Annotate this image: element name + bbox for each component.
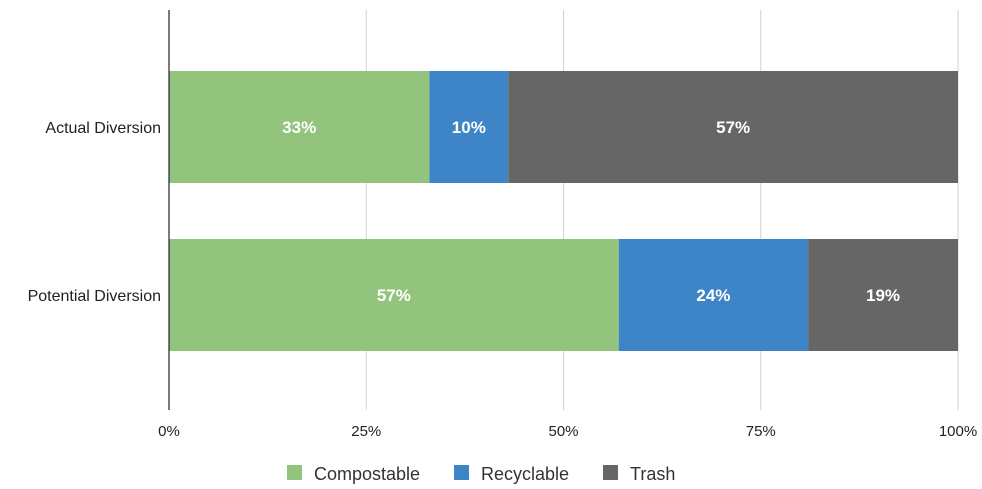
x-tick-label: 25%: [351, 423, 381, 440]
bar-segment-trash: [508, 71, 958, 183]
x-tick-label: 0%: [158, 423, 180, 440]
legend-swatch-compostable: [287, 465, 302, 480]
bar-segment-compostable: [169, 239, 619, 351]
data-label: 10%: [452, 118, 486, 137]
category-label: Actual Diversion: [45, 120, 161, 137]
bar-segment-recyclable: [618, 239, 809, 351]
data-label: 57%: [377, 286, 411, 305]
data-label: 24%: [696, 286, 730, 305]
bar-segment-compostable: [169, 71, 430, 183]
category-label: Potential Diversion: [28, 288, 161, 305]
x-tick-label: 75%: [746, 423, 776, 440]
bar-segment-recyclable: [429, 71, 509, 183]
data-label: 57%: [716, 118, 750, 137]
x-tick-label: 50%: [548, 423, 578, 440]
legend-label-recyclable: Recyclable: [481, 464, 569, 484]
bar-segment-trash: [808, 239, 958, 351]
legend-label-trash: Trash: [630, 464, 675, 484]
data-label: 19%: [866, 286, 900, 305]
legend-swatch-recyclable: [454, 465, 469, 480]
data-label: 33%: [282, 118, 316, 137]
legend-swatch-trash: [603, 465, 618, 480]
x-tick-label: 100%: [939, 423, 977, 440]
legend-label-compostable: Compostable: [314, 464, 420, 484]
